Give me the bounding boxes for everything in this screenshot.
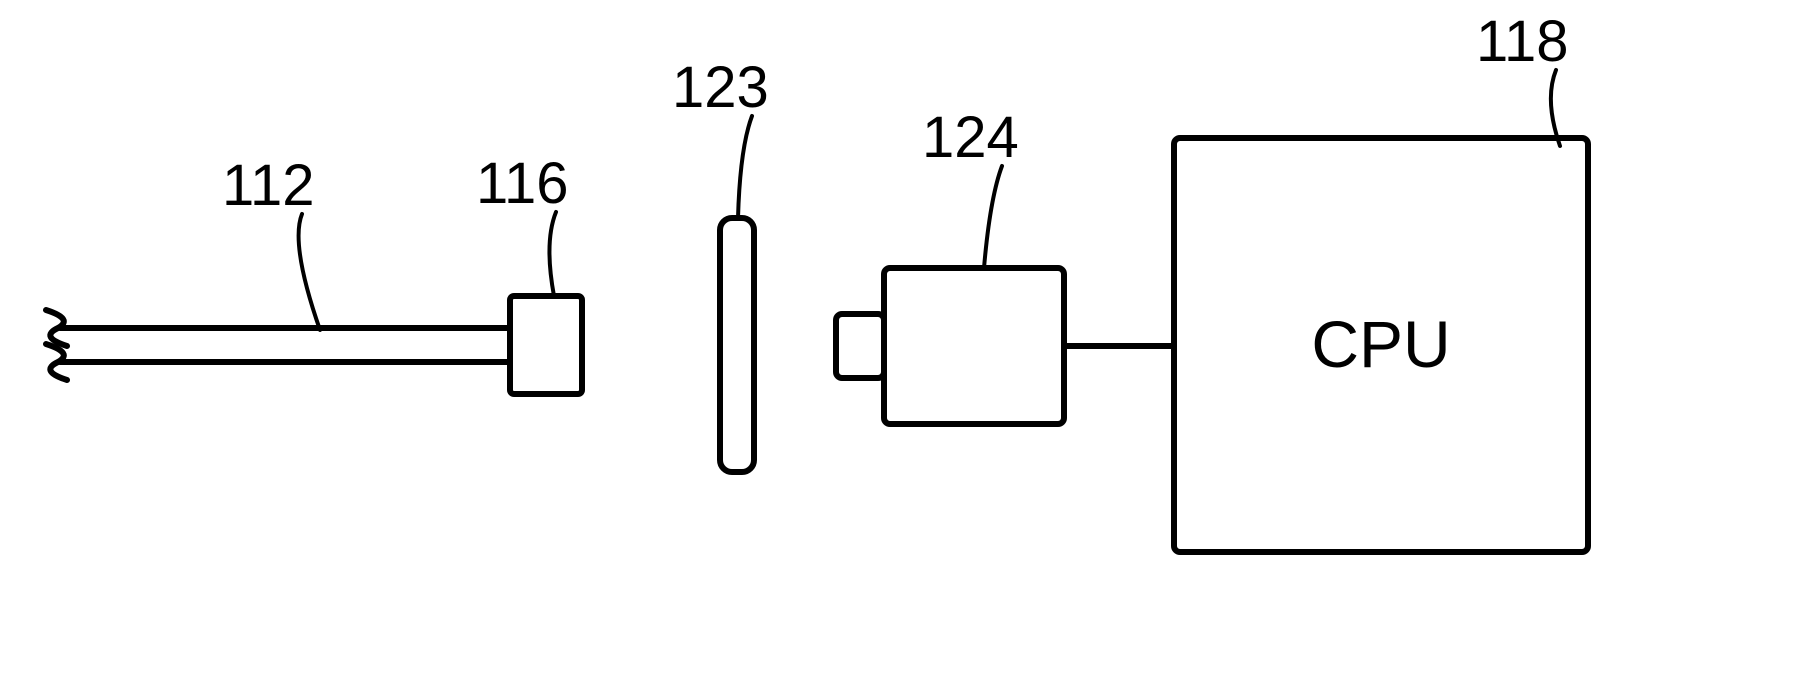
diagram-stage: 112 116 123 124 118 CPU [0, 0, 1817, 689]
cpu-text: CPU [1174, 306, 1588, 382]
label-112: 112 [222, 152, 314, 219]
label-118: 118 [1476, 8, 1568, 75]
label-124: 124 [922, 104, 1019, 171]
label-123: 123 [672, 54, 769, 121]
label-116: 116 [476, 150, 568, 217]
